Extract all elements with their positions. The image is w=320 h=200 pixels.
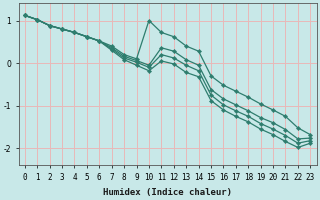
X-axis label: Humidex (Indice chaleur): Humidex (Indice chaleur) xyxy=(103,188,232,197)
